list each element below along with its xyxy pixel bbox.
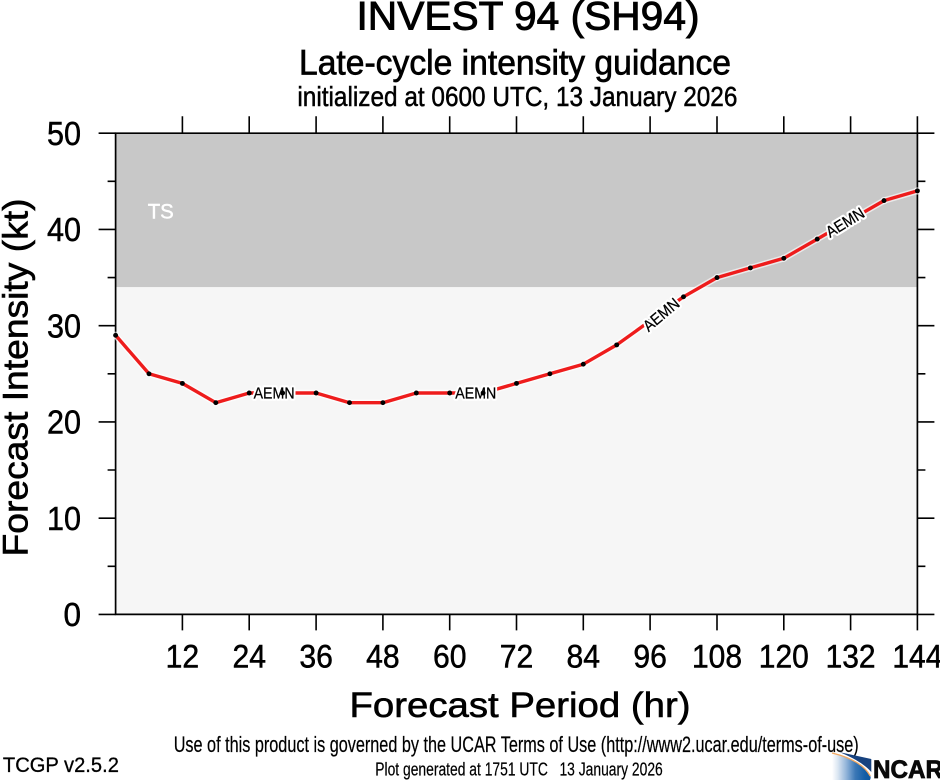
- svg-text:AEMN: AEMN: [455, 386, 496, 403]
- svg-text:12: 12: [166, 639, 200, 675]
- svg-text:120: 120: [759, 639, 809, 675]
- svg-text:AEMN: AEMN: [455, 386, 496, 403]
- svg-text:AEMN: AEMN: [254, 386, 295, 403]
- svg-text:108: 108: [692, 639, 742, 675]
- svg-text:10: 10: [47, 500, 81, 537]
- svg-text:60: 60: [433, 639, 467, 675]
- svg-text:initialized at 0600 UTC, 13 Ja: initialized at 0600 UTC, 13 January 2026: [297, 81, 737, 112]
- svg-text:96: 96: [633, 639, 667, 675]
- svg-text:AEMN: AEMN: [254, 386, 295, 403]
- svg-text:NCAR: NCAR: [873, 756, 940, 780]
- svg-text:Forecast Period (hr): Forecast Period (hr): [350, 686, 691, 725]
- svg-text:48: 48: [366, 639, 400, 675]
- svg-text:132: 132: [826, 639, 876, 675]
- svg-text:TCGP v2.5.2: TCGP v2.5.2: [3, 754, 119, 777]
- svg-text:84: 84: [567, 639, 601, 675]
- svg-text:40: 40: [47, 211, 81, 248]
- svg-text:Plot generated at 1751 UTC 1: Plot generated at 1751 UTC 13 January 20…: [375, 760, 663, 780]
- svg-text:Late-cycle intensity guidance: Late-cycle intensity guidance: [299, 43, 731, 82]
- svg-text:36: 36: [299, 639, 333, 675]
- svg-text:50: 50: [47, 115, 81, 152]
- svg-text:Use of this product is governe: Use of this product is governed by the U…: [174, 732, 859, 757]
- svg-text:Forecast Intensity (kt): Forecast Intensity (kt): [0, 199, 36, 557]
- svg-text:TS: TS: [148, 201, 174, 224]
- svg-text:30: 30: [47, 308, 81, 345]
- svg-text:INVEST 94 (SH94): INVEST 94 (SH94): [357, 0, 700, 39]
- svg-text:72: 72: [500, 639, 534, 675]
- svg-text:144: 144: [892, 639, 940, 675]
- svg-text:24: 24: [232, 639, 266, 675]
- svg-text:20: 20: [47, 404, 81, 441]
- svg-text:0: 0: [64, 596, 82, 633]
